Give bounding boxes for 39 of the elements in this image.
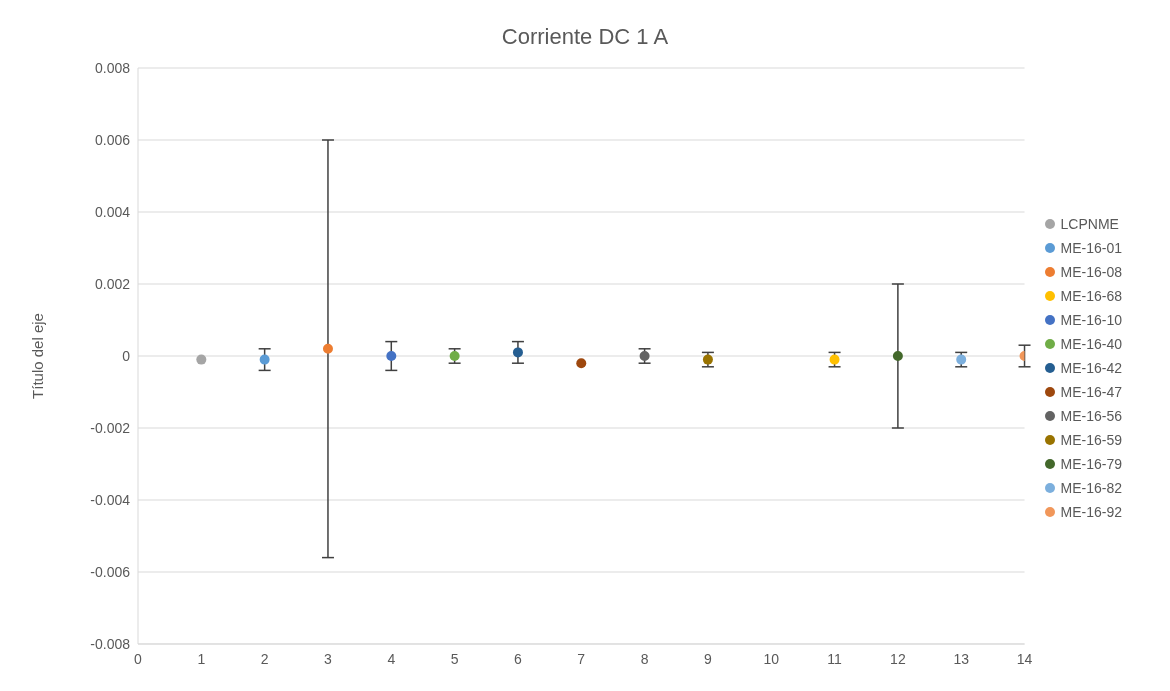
y-tick-label: -0.002 — [90, 419, 131, 436]
x-tick-label: 3 — [324, 651, 333, 667]
x-tick-label: 6 — [514, 651, 523, 667]
x-tick-label: 5 — [450, 651, 459, 667]
legend-label: ME-16-10 — [1060, 311, 1122, 330]
legend-label: ME-16-01 — [1060, 239, 1122, 258]
x-tick-label: 4 — [387, 651, 396, 667]
x-tick-label: 13 — [953, 651, 970, 667]
y-tick-label: 0.004 — [94, 203, 131, 220]
x-tick-label: 9 — [704, 651, 713, 667]
x-tick-label: 10 — [763, 651, 780, 667]
legend-label: ME-16-82 — [1060, 479, 1122, 498]
legend-label: ME-16-42 — [1060, 359, 1122, 378]
legend-label: ME-16-47 — [1060, 383, 1122, 402]
y-tick-label: -0.004 — [90, 491, 131, 508]
legend-label: ME-16-92 — [1060, 503, 1122, 522]
legend-label: ME-16-59 — [1060, 431, 1122, 450]
x-tick-label: 11 — [827, 651, 843, 667]
legend-label: LCPNME — [1060, 215, 1119, 234]
y-tick-label: -0.006 — [90, 563, 131, 580]
chart-title: Corriente DC 1 A — [500, 23, 670, 51]
y-tick-label: 0.008 — [94, 59, 131, 76]
legend-label: ME-16-08 — [1060, 263, 1122, 282]
x-tick-label: 0 — [134, 651, 143, 667]
x-tick-label: 12 — [890, 651, 906, 667]
x-tick-label: 14 — [1016, 651, 1033, 667]
x-tick-label: 8 — [640, 651, 649, 667]
legend-label: ME-16-68 — [1060, 287, 1122, 306]
legend-label: ME-16-40 — [1060, 335, 1122, 354]
x-tick-label: 7 — [577, 651, 586, 667]
y-tick-label: -0.008 — [90, 635, 131, 652]
y-tick-label: 0.002 — [94, 275, 131, 292]
x-tick-label: 1 — [197, 651, 206, 667]
y-axis-title: Título del eje — [29, 313, 47, 399]
x-tick-label: 2 — [260, 651, 269, 667]
legend-label: ME-16-79 — [1060, 455, 1122, 474]
y-tick-label: 0.006 — [94, 131, 131, 148]
legend-label: ME-16-56 — [1060, 407, 1122, 426]
y-tick-label: 0 — [122, 347, 131, 364]
